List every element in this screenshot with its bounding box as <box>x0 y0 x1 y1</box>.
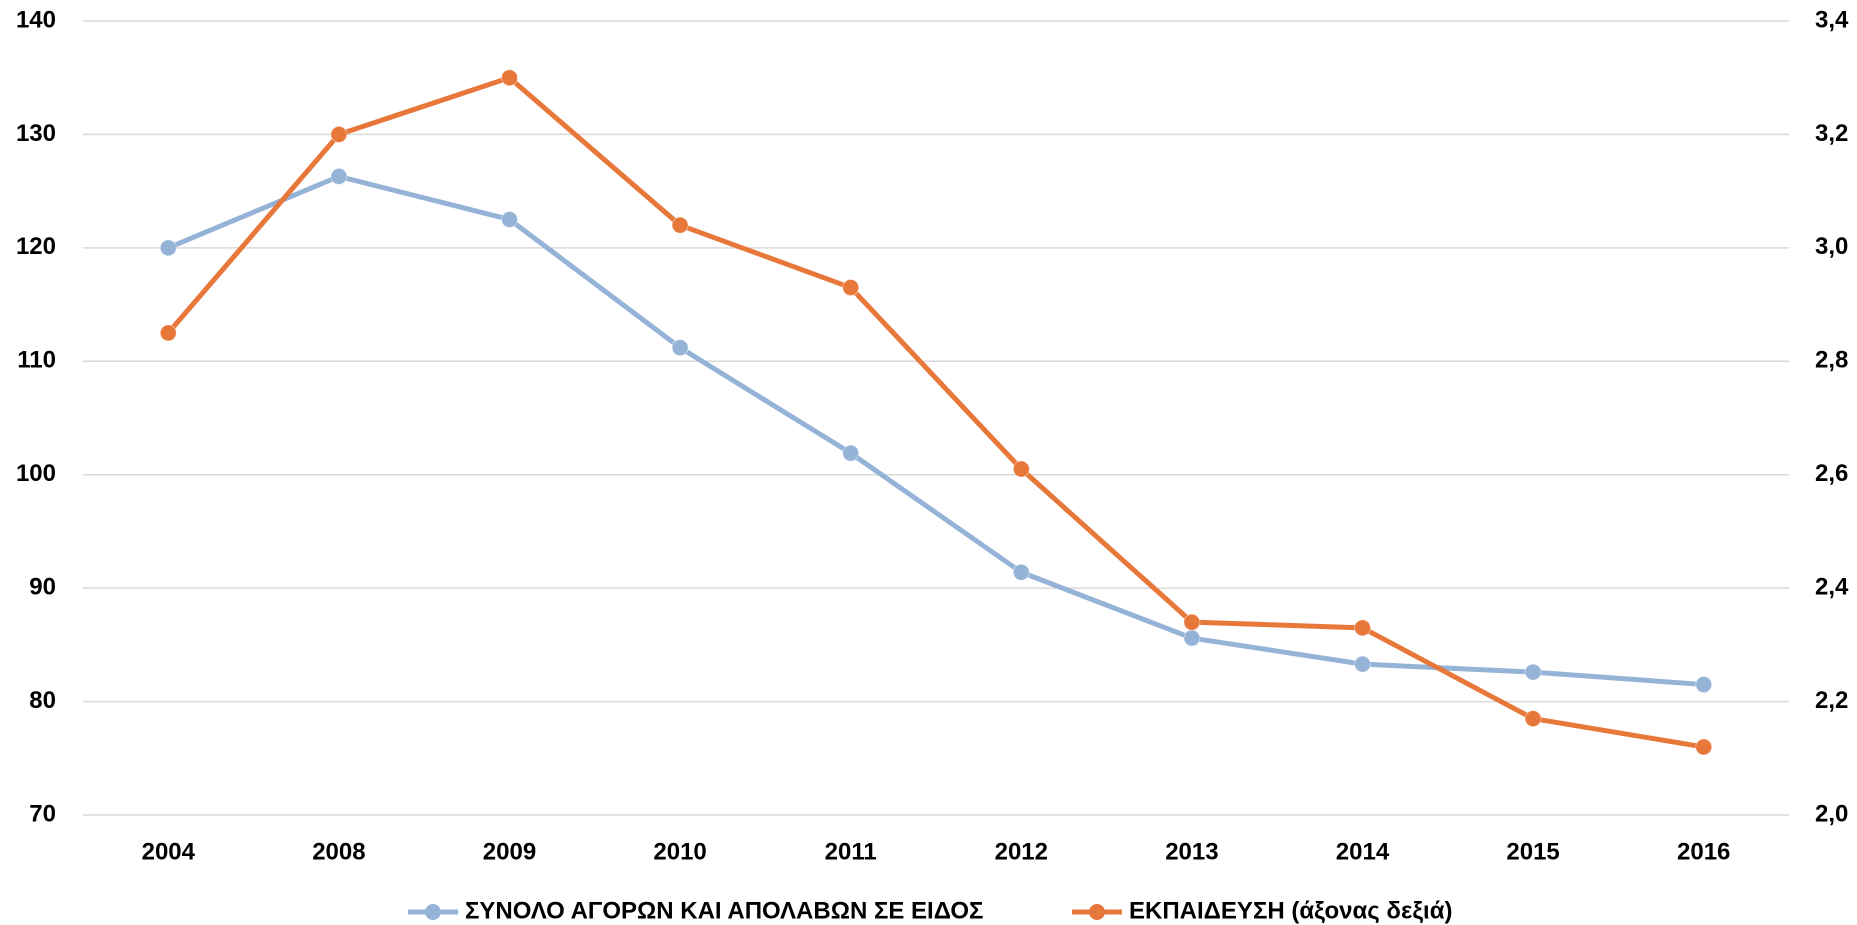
y2-tick-label: 2,0 <box>1815 800 1848 827</box>
point <box>1012 563 1030 581</box>
point <box>1524 663 1542 681</box>
point <box>501 69 518 87</box>
point <box>330 167 348 185</box>
series-line <box>167 173 1704 688</box>
point <box>330 125 348 143</box>
x-tick-label: 2014 <box>1336 838 1390 865</box>
x-tick-label: 2009 <box>483 838 536 865</box>
y2-tick-label: 3,0 <box>1815 233 1848 260</box>
point <box>1695 738 1713 756</box>
legend-label: ΣΥΝΟΛΟ ΑΓΟΡΩΝ ΚΑΙ ΑΠΟΛΑΒΩΝ ΣΕ ΕΙΔΟΣ <box>465 897 983 924</box>
x-tick-label: 2013 <box>1165 838 1218 865</box>
x-tick-label: 2008 <box>312 838 365 865</box>
y-tick-label: 140 <box>16 6 56 33</box>
point <box>842 444 860 462</box>
y2-tick-label: 2,4 <box>1815 573 1849 600</box>
legend-marker <box>1089 904 1105 920</box>
point <box>1354 655 1371 673</box>
legend-marker <box>425 904 441 920</box>
y-tick-label: 80 <box>29 687 56 714</box>
y-tick-label: 70 <box>29 800 56 827</box>
y-tick-label: 120 <box>16 233 56 260</box>
point <box>1354 619 1371 637</box>
point <box>842 279 860 297</box>
y2-tick-label: 3,4 <box>1815 6 1849 33</box>
point <box>1012 460 1030 478</box>
point <box>159 324 177 342</box>
x-tick-label: 2010 <box>653 838 706 865</box>
point <box>1695 676 1713 694</box>
x-tick-label: 2004 <box>142 838 196 865</box>
y-tick-label: 130 <box>16 120 56 147</box>
y-tick-label: 90 <box>29 573 56 600</box>
point <box>671 339 689 357</box>
point <box>501 211 518 228</box>
x-tick-label: 2011 <box>825 838 877 865</box>
legend-label: ΕΚΠΑΙΔΕΥΣΗ (άξονας δεξιά) <box>1129 897 1452 924</box>
point <box>159 239 177 257</box>
x-tick-label: 2012 <box>995 838 1048 865</box>
y2-tick-label: 2,2 <box>1815 687 1848 714</box>
point <box>1524 710 1542 728</box>
x-tick-label: 2016 <box>1677 838 1730 865</box>
y2-tick-label: 3,2 <box>1815 120 1848 147</box>
point <box>1183 613 1201 631</box>
y-tick-label: 110 <box>17 347 56 374</box>
x-tick-label: 2015 <box>1506 838 1559 865</box>
point <box>671 216 689 234</box>
y2-tick-label: 2,6 <box>1815 460 1848 487</box>
series-line <box>166 75 1705 750</box>
point <box>1183 629 1201 647</box>
y2-tick-label: 2,8 <box>1815 347 1848 374</box>
y-tick-label: 100 <box>16 460 56 487</box>
